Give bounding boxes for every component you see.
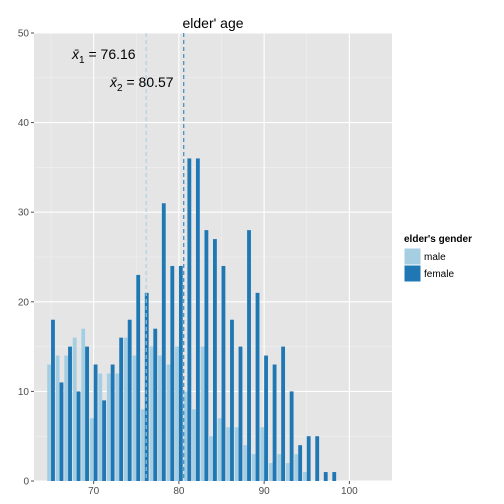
bar-female-88 — [247, 230, 251, 481]
bar-female-90 — [264, 355, 268, 481]
bar-male-81 — [183, 391, 188, 481]
bar-male-78 — [158, 355, 162, 481]
bar-male-73 — [115, 373, 120, 481]
y-axis: 0 10 20 30 40 50 — [18, 29, 34, 488]
mean-annotation-1-subscript: 1 — [79, 55, 85, 66]
bar-female-86 — [230, 319, 234, 481]
bar-female-91 — [272, 364, 277, 481]
bar-female-82 — [195, 158, 200, 481]
bar-female-69 — [85, 346, 89, 481]
mean-annotation-1-symbol: x̄ — [71, 46, 80, 62]
legend-key-male — [403, 247, 422, 266]
bar-male-69 — [81, 328, 86, 481]
bar-male-72 — [106, 373, 111, 481]
bar-female-92 — [281, 346, 286, 481]
mean-annotation-1-operator: = — [85, 46, 101, 62]
mean-annotation-1: x̄1 = 76.16 — [71, 46, 136, 66]
bar-male-77 — [149, 346, 154, 481]
bar-male-83 — [200, 346, 205, 481]
bar-male-94 — [294, 454, 299, 481]
bar-male-87 — [234, 427, 239, 481]
bar-male-68 — [72, 337, 77, 481]
x-axis: 70 80 90 100 — [88, 481, 358, 497]
bar-female-78 — [161, 203, 166, 482]
mean-annotation-1-value: 76.16 — [101, 46, 136, 62]
bar-male-90 — [260, 427, 265, 481]
bar-female-96 — [315, 436, 320, 481]
bar-female-79 — [170, 265, 175, 481]
bar-male-79 — [166, 364, 171, 481]
x-tick-label: 80 — [173, 486, 185, 497]
y-tick-label: 20 — [18, 297, 30, 308]
y-tick-label: 10 — [18, 387, 30, 398]
bar-male-76 — [140, 409, 145, 481]
bar-female-75 — [136, 274, 141, 481]
bar-female-76 — [144, 292, 149, 481]
mean-annotation-2-subscript: 2 — [117, 83, 123, 94]
bar-female-89 — [255, 292, 260, 481]
bar-male-66 — [55, 355, 60, 481]
bar-female-80 — [178, 265, 183, 481]
mean-annotation-2-value: 80.57 — [139, 74, 174, 90]
legend: elder's gender male female — [403, 234, 472, 283]
legend-label-male: male — [424, 252, 446, 263]
bar-male-86 — [226, 427, 231, 481]
chart-title: elder' age — [182, 15, 243, 31]
bar-male-91 — [268, 463, 273, 481]
bar-female-93 — [289, 391, 294, 481]
bar-female-70 — [93, 364, 98, 481]
bar-female-85 — [221, 265, 226, 481]
bar-male-95 — [302, 472, 307, 481]
bar-male-65 — [47, 364, 52, 481]
bar-female-98 — [332, 472, 337, 481]
bar-male-82 — [192, 409, 196, 481]
bar-male-75 — [132, 355, 137, 481]
bar-male-74 — [123, 337, 128, 481]
bar-male-88 — [243, 445, 248, 481]
y-tick-label: 30 — [18, 208, 30, 219]
bar-female-72 — [110, 364, 115, 481]
bar-male-92 — [277, 454, 282, 481]
bar-female-66 — [59, 382, 64, 481]
bar-male-93 — [285, 463, 290, 481]
legend-title: elder's gender — [404, 234, 472, 245]
bar-female-67 — [68, 346, 72, 481]
y-tick-label: 0 — [23, 477, 29, 488]
x-tick-label: 90 — [259, 486, 271, 497]
bar-female-77 — [153, 328, 158, 481]
bar-female-83 — [204, 230, 209, 481]
bar-female-74 — [127, 319, 132, 481]
reference-lines — [145, 33, 185, 481]
bar-female-81 — [187, 158, 192, 481]
bar-male-85 — [217, 418, 222, 481]
bar-female-73 — [119, 337, 124, 481]
bar-male-80 — [175, 346, 179, 481]
mean-annotation-2-operator: = — [123, 74, 139, 90]
mean-annotation-2: x̄2 = 80.57 — [109, 74, 174, 94]
bar-female-95 — [306, 436, 311, 481]
bar-female-71 — [102, 400, 107, 481]
bar-female-84 — [213, 239, 217, 481]
bar-male-71 — [98, 373, 103, 481]
bar-male-89 — [251, 454, 256, 481]
bar-female-94 — [298, 445, 303, 481]
y-tick-label: 50 — [18, 29, 30, 40]
bar-female-87 — [238, 346, 243, 481]
bars — [47, 158, 337, 482]
bar-female-97 — [323, 472, 328, 481]
y-tick-label: 40 — [18, 118, 30, 129]
bar-male-70 — [89, 418, 94, 481]
bar-female-65 — [51, 319, 55, 481]
mean-annotation-2-symbol: x̄ — [109, 74, 118, 90]
legend-label-female: female — [424, 269, 454, 280]
x-tick-label: 70 — [88, 486, 100, 497]
bar-male-84 — [209, 436, 213, 481]
bar-female-68 — [76, 391, 81, 481]
bar-male-67 — [64, 355, 69, 481]
legend-key-female — [403, 264, 422, 283]
x-tick-label: 100 — [341, 486, 358, 497]
